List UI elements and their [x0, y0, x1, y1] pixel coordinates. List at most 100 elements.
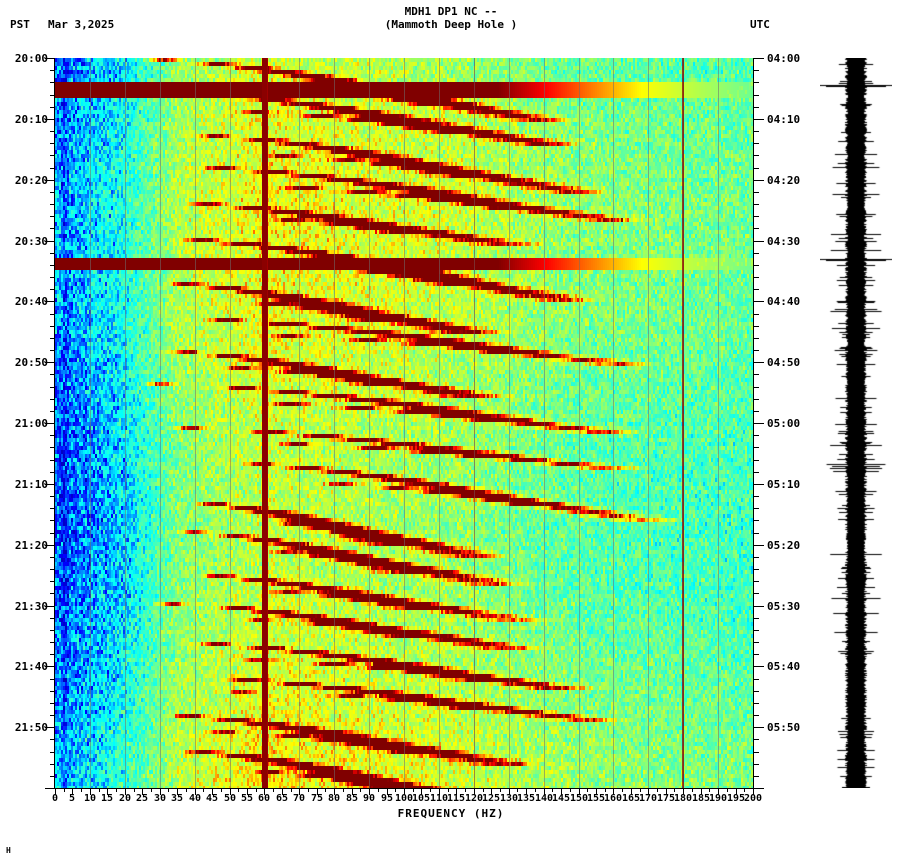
- right-axis-minor-tick: [754, 618, 759, 619]
- left-axis-minor-tick: [50, 143, 55, 144]
- right-axis-minor-tick: [754, 82, 759, 83]
- right-axis-minor-tick: [754, 533, 759, 534]
- frequency-axis-tick: [648, 789, 649, 795]
- left-axis-minor-tick: [50, 82, 55, 83]
- right-axis-minor-tick: [754, 435, 759, 436]
- left-axis-minor-tick: [50, 533, 55, 534]
- left-axis-minor-tick: [50, 374, 55, 375]
- left-axis-major-tick: [45, 545, 55, 546]
- right-axis-minor-tick: [754, 520, 759, 521]
- frequency-axis-minor-tick: [430, 789, 431, 792]
- right-time-label: 04:00: [767, 52, 801, 65]
- left-axis-minor-tick: [50, 691, 55, 692]
- right-axis-minor-tick: [754, 581, 759, 582]
- frequency-tick-label: 60: [257, 793, 271, 804]
- frequency-axis-minor-tick: [378, 789, 379, 792]
- left-axis-minor-tick: [50, 447, 55, 448]
- frequency-axis-minor-tick: [552, 789, 553, 792]
- right-axis-major-tick: [754, 606, 764, 607]
- left-axis-minor-tick: [50, 593, 55, 594]
- spectrogram-plot[interactable]: [55, 58, 753, 788]
- right-axis-minor-tick: [754, 593, 759, 594]
- frequency-axis-minor-tick: [134, 789, 135, 792]
- left-axis-minor-tick: [50, 703, 55, 704]
- frequency-axis-minor-tick: [203, 789, 204, 792]
- left-axis-minor-tick: [50, 739, 55, 740]
- frequency-tick-label: 120: [464, 793, 484, 804]
- right-time-label: 04:40: [767, 295, 801, 308]
- right-axis-minor-tick: [754, 472, 759, 473]
- right-axis-minor-tick: [754, 326, 759, 327]
- frequency-tick-label: 75: [310, 793, 324, 804]
- left-axis-major-tick: [45, 362, 55, 363]
- frequency-axis-tick: [334, 789, 335, 795]
- frequency-axis-tick: [561, 789, 562, 795]
- left-axis-minor-tick: [50, 253, 55, 254]
- frequency-axis-tick: [72, 789, 73, 795]
- frequency-axis-minor-tick: [448, 789, 449, 792]
- frequency-axis-tick: [387, 789, 388, 795]
- right-axis-minor-tick: [754, 752, 759, 753]
- frequency-axis-minor-tick: [605, 789, 606, 792]
- frequency-axis-tick: [317, 789, 318, 795]
- right-axis-minor-tick: [754, 569, 759, 570]
- left-axis-minor-tick: [50, 228, 55, 229]
- right-axis-minor-tick: [754, 143, 759, 144]
- frequency-axis-tick: [195, 789, 196, 795]
- right-axis-minor-tick: [754, 155, 759, 156]
- frequency-tick-label: 200: [743, 793, 763, 804]
- left-axis-minor-tick: [50, 764, 55, 765]
- frequency-axis-tick: [160, 789, 161, 795]
- frequency-axis-tick: [631, 789, 632, 795]
- frequency-tick-label: 0: [51, 793, 59, 804]
- right-time-label: 05:40: [767, 660, 801, 673]
- frequency-tick-label: 110: [429, 793, 449, 804]
- right-axis-minor-tick: [754, 350, 759, 351]
- right-time-label: 05:30: [767, 600, 801, 613]
- left-axis-minor-tick: [50, 350, 55, 351]
- left-axis-minor-tick: [50, 557, 55, 558]
- frequency-axis-tick: [421, 789, 422, 795]
- left-axis-minor-tick: [50, 508, 55, 509]
- frequency-tick-label: 195: [726, 793, 746, 804]
- frequency-tick-label: 135: [516, 793, 536, 804]
- left-axis-major-tick: [45, 666, 55, 667]
- left-time-label: 21:30: [14, 600, 48, 613]
- frequency-tick-label: 45: [205, 793, 219, 804]
- frequency-axis-tick: [247, 789, 248, 795]
- frequency-axis-minor-tick: [657, 789, 658, 792]
- right-axis-minor-tick: [754, 460, 759, 461]
- right-axis-minor-tick: [754, 204, 759, 205]
- left-axis-minor-tick: [50, 520, 55, 521]
- left-axis-minor-tick: [50, 569, 55, 570]
- right-axis-minor-tick: [754, 338, 759, 339]
- right-axis-minor-tick: [754, 508, 759, 509]
- left-axis-minor-tick: [50, 642, 55, 643]
- frequency-tick-label: 55: [240, 793, 254, 804]
- left-time-label: 21:40: [14, 660, 48, 673]
- right-axis-minor-tick: [754, 630, 759, 631]
- frequency-tick-label: 25: [135, 793, 149, 804]
- left-time-label: 20:40: [14, 295, 48, 308]
- frequency-axis-tick: [282, 789, 283, 795]
- frequency-axis-minor-tick: [517, 789, 518, 792]
- left-axis-major-tick: [45, 58, 55, 59]
- frequency-tick-label: 35: [170, 793, 184, 804]
- frequency-axis-minor-tick: [64, 789, 65, 792]
- right-axis-minor-tick: [754, 95, 759, 96]
- right-axis-major-tick: [754, 788, 764, 789]
- frequency-axis-minor-tick: [395, 789, 396, 792]
- frequency-axis-tick: [718, 789, 719, 795]
- frequency-axis-tick: [142, 789, 143, 795]
- frequency-axis-tick: [736, 789, 737, 795]
- right-axis-major-tick: [754, 119, 764, 120]
- frequency-axis-minor-tick: [640, 789, 641, 792]
- right-time-label: 04:50: [767, 356, 801, 369]
- frequency-tick-label: 175: [656, 793, 676, 804]
- frequency-axis-tick: [230, 789, 231, 795]
- right-axis-major-tick: [754, 58, 764, 59]
- frequency-axis-minor-tick: [744, 789, 745, 792]
- frequency-axis-minor-tick: [238, 789, 239, 792]
- left-axis-minor-tick: [50, 95, 55, 96]
- left-axis-minor-tick: [50, 277, 55, 278]
